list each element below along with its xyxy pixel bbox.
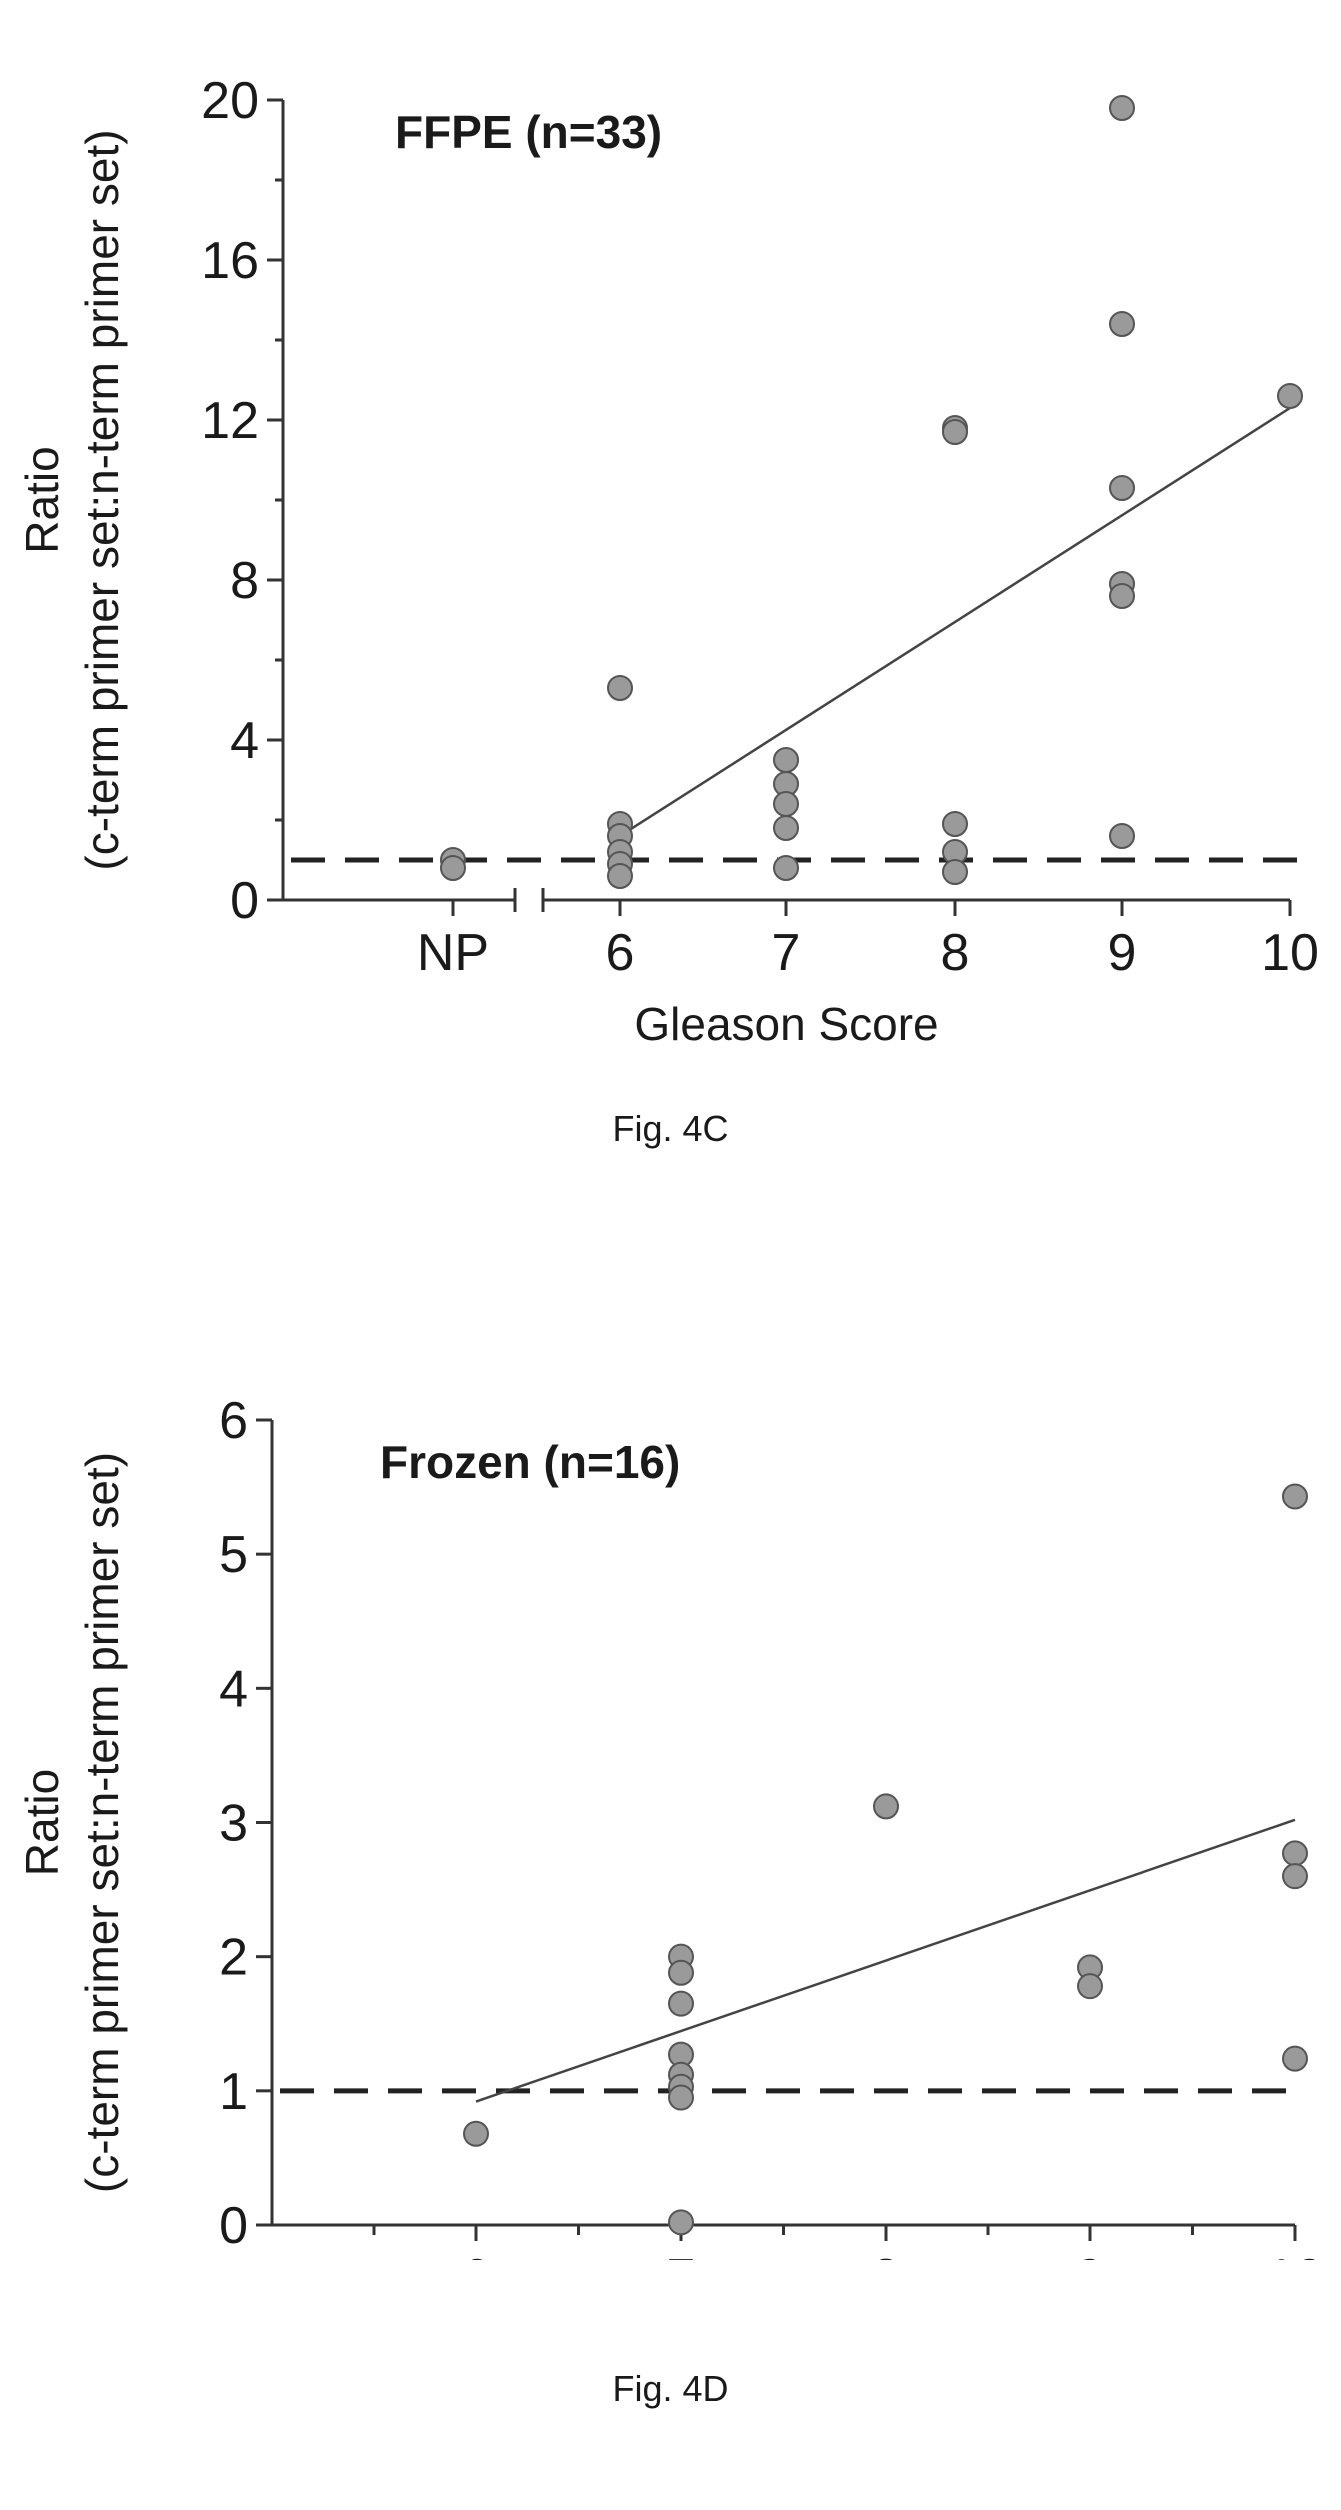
x-tick-label: 8 xyxy=(872,2249,901,2260)
data-point xyxy=(1277,383,1303,409)
y-tick-label: 2 xyxy=(219,1929,248,1987)
chart-title: FFPE (n=33) xyxy=(395,106,662,158)
data-point xyxy=(1109,823,1135,849)
y-tick-label: 4 xyxy=(219,1660,248,1718)
data-point xyxy=(668,2084,694,2111)
x-tick-label: 7 xyxy=(772,924,801,982)
data-point xyxy=(773,791,799,817)
data-point xyxy=(773,747,799,773)
x-tick-label: 9 xyxy=(1076,2249,1105,2260)
y-tick-label: 20 xyxy=(201,72,259,130)
y-axis-title: Ratio xyxy=(16,1769,68,1876)
trend-line xyxy=(619,406,1291,838)
data-point xyxy=(773,855,799,881)
data-point xyxy=(463,2120,489,2147)
y-tick-label: 4 xyxy=(230,712,259,770)
data-point xyxy=(873,1793,899,1820)
data-point xyxy=(773,815,799,841)
data-point xyxy=(668,2209,694,2236)
chart-title: Frozen (n=16) xyxy=(380,1436,680,1488)
data-point xyxy=(1282,2045,1308,2072)
x-tick-label: NP xyxy=(417,924,489,982)
data-point xyxy=(440,855,466,881)
y-axis-subtitle: (c-term primer set:n-term primer set) xyxy=(76,129,128,870)
chart-frozen: 0123456678910Frozen (n=16)Gleason ScoreR… xyxy=(0,1360,1341,2260)
data-point xyxy=(607,863,633,889)
y-tick-label: 16 xyxy=(201,232,259,290)
data-point xyxy=(942,859,968,885)
data-point xyxy=(668,1959,694,1986)
y-tick-label: 0 xyxy=(219,2197,248,2255)
data-point xyxy=(1109,95,1135,121)
data-point xyxy=(1282,1483,1308,1510)
x-tick-label: 7 xyxy=(667,2249,696,2260)
trend-line xyxy=(475,1818,1296,2103)
data-point xyxy=(607,675,633,701)
x-tick-label: 10 xyxy=(1266,2249,1324,2260)
caption-fig-4c: Fig. 4C xyxy=(612,1108,729,1149)
data-point xyxy=(1282,1863,1308,1890)
x-tick-label: 6 xyxy=(606,924,635,982)
data-point xyxy=(1109,311,1135,337)
data-point xyxy=(942,811,968,837)
y-tick-label: 0 xyxy=(230,872,259,930)
data-point xyxy=(1109,583,1135,609)
y-tick-label: 8 xyxy=(230,552,259,610)
x-tick-label: 9 xyxy=(1108,924,1137,982)
data-point xyxy=(1282,1840,1308,1867)
x-tick-label: 6 xyxy=(462,2249,491,2260)
chart-ffpe-plot: 0 4 8 12 16 20 NP 6 7 8 9 10 FFPE (n=33) Gleason Scor… xyxy=(16,72,1319,1050)
caption-fig-4d: Fig. 4D xyxy=(612,2368,729,2409)
y-tick-label: 3 xyxy=(219,1795,248,1853)
x-tick-label: 10 xyxy=(1261,924,1319,982)
y-axis-title: Ratio xyxy=(16,446,68,553)
data-point xyxy=(1109,475,1135,501)
y-axis-subtitle: (c-term primer set:n-term primer set) xyxy=(76,1452,128,2193)
x-axis-title: Gleason Score xyxy=(634,998,938,1050)
data-point xyxy=(1077,1973,1103,2000)
data-point xyxy=(668,1990,694,2017)
chart-frozen-plot: 0123456678910Frozen (n=16)Gleason ScoreR… xyxy=(16,1392,1324,2260)
y-tick-label: 1 xyxy=(219,2063,248,2121)
x-tick-label: 8 xyxy=(941,924,970,982)
y-tick-label: 5 xyxy=(219,1526,248,1584)
y-tick-label: 12 xyxy=(201,392,259,450)
y-tick-label: 6 xyxy=(219,1392,248,1450)
data-point xyxy=(942,419,968,445)
chart-ffpe: 0 4 8 12 16 20 NP 6 7 8 9 10 FFPE (n=33) Gleason Scor… xyxy=(0,0,1341,1050)
